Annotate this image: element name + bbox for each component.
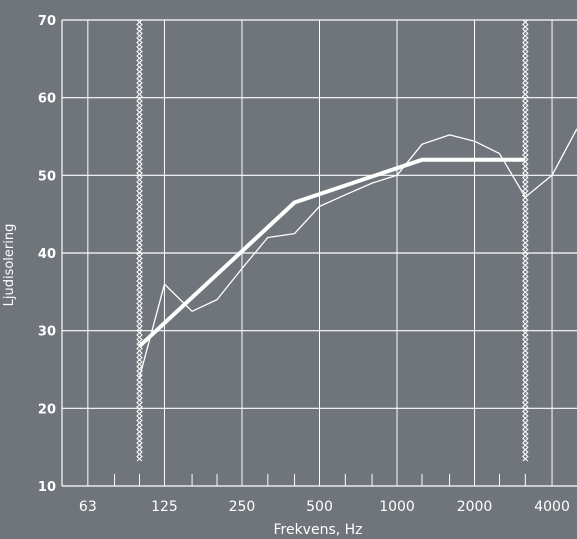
x-tick-label: 500	[306, 499, 333, 515]
x-tick-label: 63	[79, 499, 97, 515]
grid-layer	[61, 19, 577, 487]
y-tick-label: 60	[38, 92, 56, 107]
marker-zigzag-a	[521, 19, 529, 462]
marker-zigzag-b	[136, 19, 143, 462]
y-tick-label: 70	[38, 14, 56, 29]
x-tick-label: 250	[229, 499, 256, 515]
marker-zigzag-a	[136, 19, 143, 462]
x-axis-label: Frekvens, Hz	[273, 522, 362, 538]
y-tick-label: 20	[38, 402, 56, 417]
y-tick-label: 50	[38, 169, 56, 184]
band-limit-marker	[521, 19, 529, 462]
y-axis-label: Ljudisolering	[2, 224, 17, 307]
x-tick-label: 125	[151, 499, 178, 515]
y-tick-label: 10	[38, 480, 56, 495]
band-limit-markers	[136, 19, 529, 462]
x-tick-label: 2000	[457, 499, 493, 515]
x-tick-label: 4000	[534, 499, 570, 515]
marker-zigzag-b	[521, 19, 529, 462]
y-tick-label: 30	[38, 325, 56, 340]
band-limit-marker	[136, 19, 143, 462]
y-tick-label: 40	[38, 247, 56, 262]
tick-labels: 10 20 30 40 50 60 70 63 125 250 500 1000 2000 4000	[38, 14, 570, 515]
series-layer	[138, 128, 577, 378]
x-tick-label: 1000	[379, 499, 415, 515]
series-line-reference	[138, 157, 526, 348]
